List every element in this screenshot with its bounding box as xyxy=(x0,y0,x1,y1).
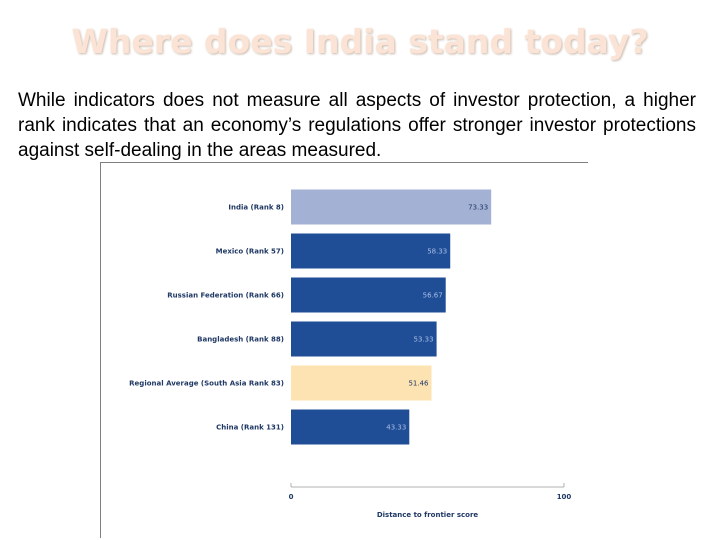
bar xyxy=(291,277,446,313)
value-label: 43.33 xyxy=(386,424,406,432)
bar xyxy=(291,233,451,269)
bar xyxy=(291,409,410,445)
body-text: While indicators does not measure all as… xyxy=(18,90,696,161)
bar xyxy=(291,365,432,401)
value-label: 51.46 xyxy=(408,380,429,388)
value-label: 56.67 xyxy=(423,292,443,300)
bar xyxy=(291,321,437,357)
category-label: Mexico (Rank 57) xyxy=(216,248,284,256)
slide-title: Where does India stand today? xyxy=(71,22,649,61)
bar xyxy=(291,189,492,225)
category-label: China (Rank 131) xyxy=(216,424,284,432)
category-label: India (Rank 8) xyxy=(228,204,284,212)
value-label: 73.33 xyxy=(468,204,488,212)
x-tick-label: 100 xyxy=(557,493,572,501)
x-axis-title: Distance to frontier score xyxy=(377,511,479,519)
category-label: Bangladesh (Rank 88) xyxy=(197,336,284,344)
bar-chart: India (Rank 8) 73.33 Mexico (Rank 57) 58.33… xyxy=(129,189,572,519)
category-label: Russian Federation (Rank 66) xyxy=(167,292,284,300)
chart-frame: India (Rank 8) 73.33 Mexico (Rank 57) 58.33… xyxy=(100,162,588,538)
value-label: 53.33 xyxy=(414,336,434,344)
value-label: 58.33 xyxy=(427,248,447,256)
category-label: Regional Average (South Asia Rank 83) xyxy=(129,380,284,388)
x-tick-label: 0 xyxy=(289,493,294,501)
